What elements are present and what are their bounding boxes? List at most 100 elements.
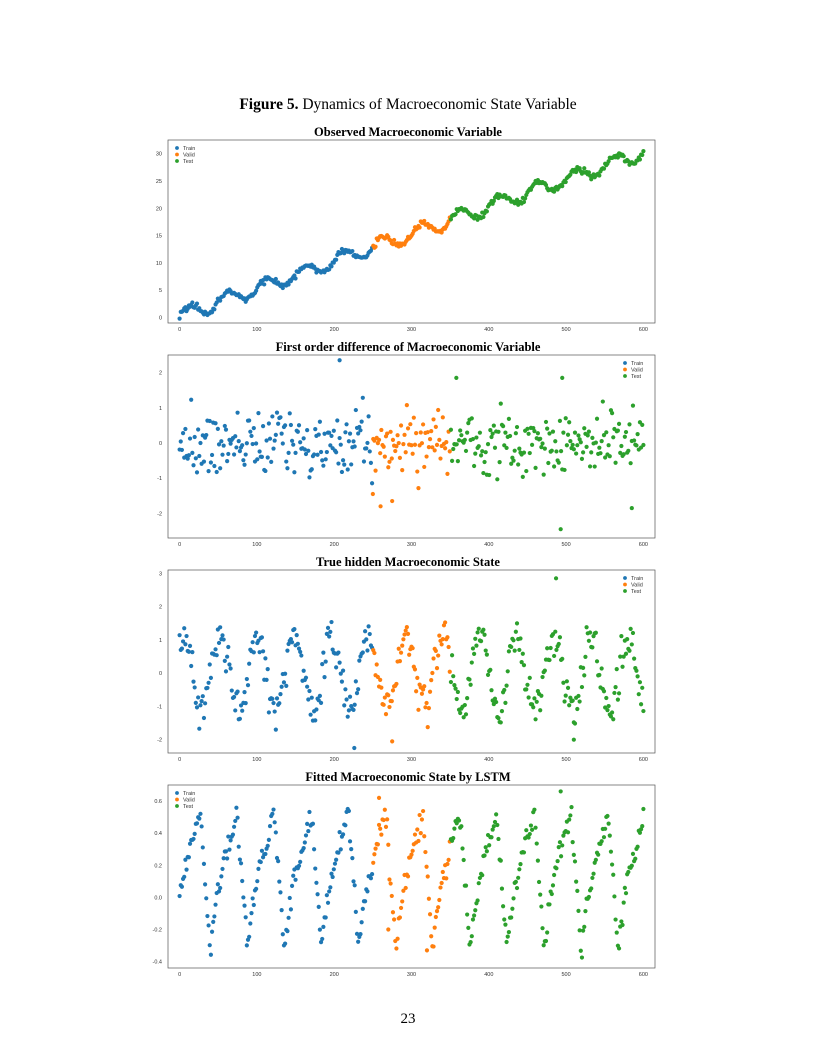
- data-point: [558, 789, 563, 794]
- data-point: [183, 426, 188, 432]
- data-point: [598, 451, 603, 456]
- data-point: [309, 467, 314, 472]
- data-point: [248, 429, 253, 434]
- data-point: [526, 835, 531, 840]
- data-point: [590, 645, 595, 650]
- data-point: [426, 445, 431, 450]
- data-point: [427, 912, 433, 917]
- legend-label: Test: [183, 159, 194, 165]
- data-point: [484, 209, 489, 214]
- data-point: [184, 867, 189, 872]
- data-point: [434, 909, 440, 914]
- data-point: [193, 700, 198, 705]
- data-point: [197, 816, 202, 821]
- legend-marker: [623, 367, 627, 372]
- data-point: [289, 640, 295, 645]
- data-point: [178, 439, 183, 444]
- data-point: [556, 641, 561, 647]
- data-point: [179, 884, 185, 889]
- data-point: [199, 824, 204, 829]
- data-point: [620, 922, 625, 928]
- data-point: [233, 708, 238, 713]
- data-point: [255, 457, 260, 462]
- data-point: [254, 441, 259, 446]
- data-point: [366, 414, 371, 419]
- data-point: [416, 707, 421, 712]
- data-point: [226, 834, 231, 839]
- data-point: [554, 647, 559, 653]
- data-point: [604, 430, 609, 435]
- data-point: [206, 923, 211, 928]
- chart-observed: 0 100 200 300 400 500 600 0 5 10 15 20 25 30 TrainVali…: [156, 139, 656, 333]
- data-point: [519, 660, 524, 665]
- data-point: [285, 929, 290, 934]
- data-point: [306, 697, 311, 702]
- data-point: [250, 441, 255, 447]
- data-point: [579, 456, 585, 461]
- data-point: [331, 867, 336, 872]
- data-point: [286, 450, 291, 455]
- data-point: [305, 821, 310, 826]
- data-point: [373, 468, 378, 473]
- data-point: [221, 856, 226, 861]
- data-point: [629, 863, 634, 868]
- data-point: [523, 196, 528, 201]
- data-point: [558, 854, 564, 859]
- data-point: [555, 858, 560, 864]
- data-point: [295, 641, 300, 646]
- data-point: [180, 430, 186, 436]
- data-point: [600, 399, 605, 404]
- data-point: [356, 431, 361, 436]
- data-point: [572, 859, 578, 864]
- data-point: [387, 877, 392, 882]
- data-point: [621, 154, 626, 159]
- x-tick-label: 100: [252, 757, 261, 763]
- data-point: [299, 653, 304, 658]
- data-point: [463, 712, 469, 717]
- x-tick-label: 400: [484, 972, 493, 978]
- data-point: [626, 448, 631, 453]
- data-point: [562, 467, 567, 473]
- data-point: [517, 647, 522, 653]
- data-point: [517, 446, 522, 451]
- data-point: [419, 817, 425, 822]
- data-point: [379, 685, 384, 690]
- data-point: [376, 822, 382, 828]
- data-point: [371, 860, 376, 865]
- data-point: [214, 653, 219, 658]
- data-point: [521, 663, 527, 668]
- data-point: [417, 812, 422, 818]
- chart-title: First order difference of Macroeconomic …: [275, 340, 541, 354]
- data-point: [220, 866, 225, 872]
- data-point: [379, 832, 384, 837]
- data-point: [207, 418, 212, 424]
- data-point: [360, 395, 365, 400]
- data-point: [448, 427, 454, 432]
- data-point: [582, 426, 587, 431]
- data-point: [285, 466, 290, 471]
- data-point: [346, 439, 351, 444]
- data-point: [521, 199, 527, 205]
- data-point: [546, 460, 551, 466]
- data-point: [388, 881, 393, 886]
- data-point: [587, 630, 593, 635]
- data-point: [231, 694, 237, 700]
- data-point: [547, 902, 552, 907]
- data-point: [581, 928, 586, 933]
- data-point: [394, 946, 399, 951]
- data-point: [390, 910, 396, 915]
- data-point: [419, 691, 425, 696]
- data-point: [563, 416, 568, 421]
- data-point: [315, 452, 320, 457]
- data-point: [212, 307, 217, 312]
- data-point: [329, 264, 334, 269]
- data-point: [320, 458, 325, 463]
- data-point: [353, 679, 358, 684]
- data-point: [235, 689, 240, 694]
- data-point: [481, 470, 486, 476]
- data-point: [386, 842, 391, 847]
- data-point: [498, 720, 503, 725]
- data-point: [593, 440, 598, 445]
- data-point: [543, 419, 549, 425]
- data-point: [434, 665, 440, 671]
